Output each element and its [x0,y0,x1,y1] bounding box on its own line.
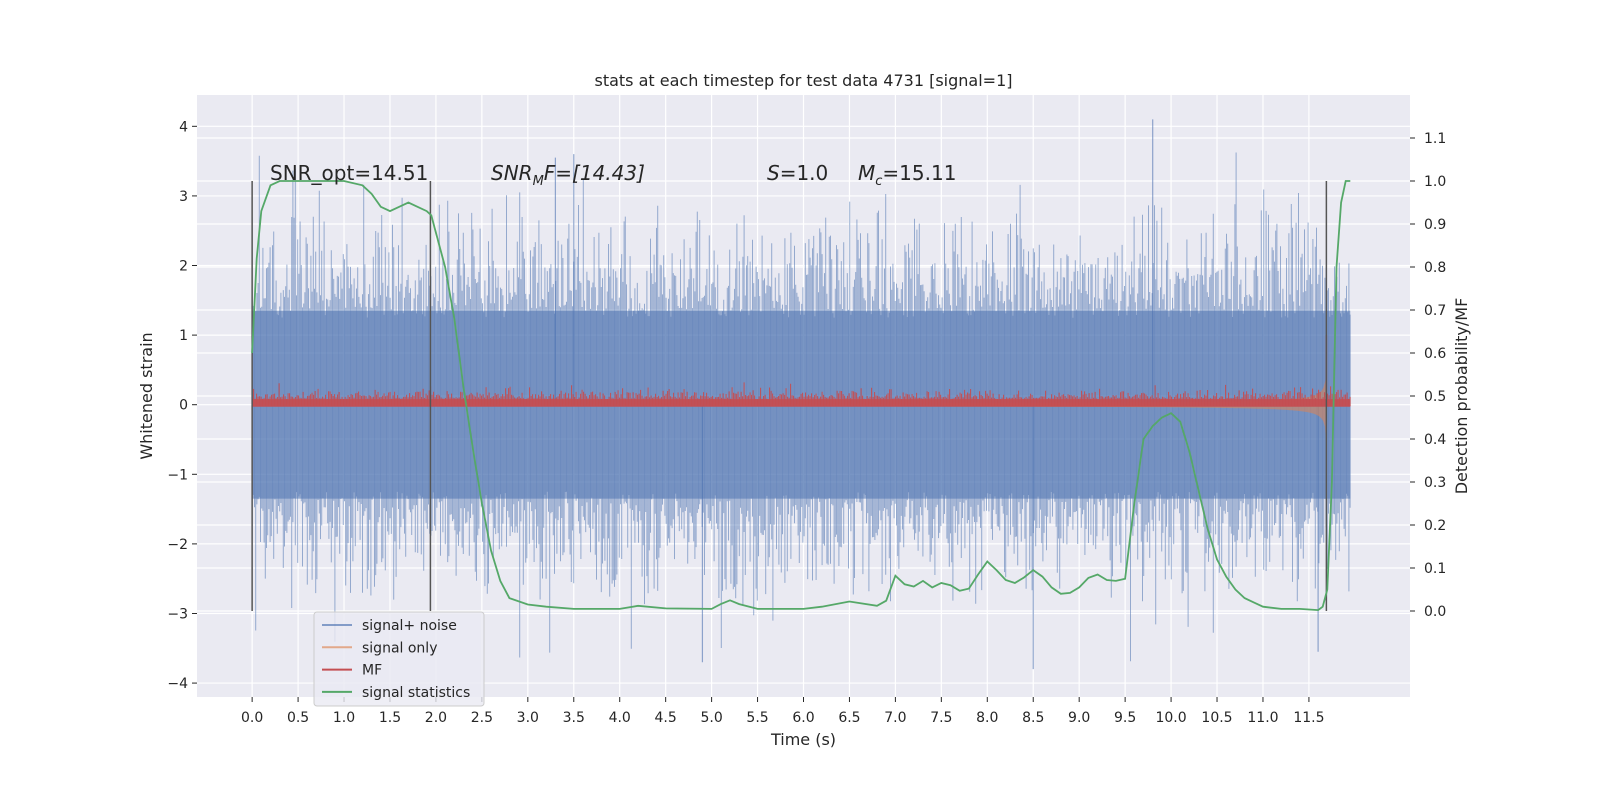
x-axis-ticks: 0.0 0.5 1.0 1.5 2.0 2.5 3.0 3.5 4.0 4.5 5.0 5.5 6.0 6… [241,697,1325,726]
y-right-tick-label: 0.1 [1424,561,1446,577]
x-axis-label: Time (s) [770,730,836,749]
y-tick-label: −3 [167,606,188,622]
y-tick-label: 4 [179,119,188,135]
x-tick-label: 4.5 [655,710,677,726]
y-right-tick-label: 0.8 [1424,260,1446,276]
y-right-tick-label: 1.1 [1424,131,1446,147]
x-tick-label: 6.5 [838,710,860,726]
legend-label: signal+ noise [362,618,457,634]
y-right-tick-label: 0.9 [1424,217,1446,233]
legend: signal+ noise signal only MF signal statist… [313,611,485,707]
y-tick-label: 2 [179,259,188,275]
x-tick-label: 3.0 [517,710,539,726]
x-tick-label: 10.5 [1201,710,1232,726]
y-right-axis-ticks: 0.0 0.1 0.2 0.3 0.4 0.5 0.6 0.7 0.8 0.9 1.0 1.1 [1410,131,1446,620]
x-tick-label: 5.5 [746,710,768,726]
x-tick-label: 8.5 [1022,710,1044,726]
x-tick-label: 9.5 [1114,710,1136,726]
x-tick-label: 10.0 [1155,710,1186,726]
x-tick-label: 2.5 [471,710,493,726]
x-tick-label: 0.0 [241,710,263,726]
legend-label: signal only [362,640,437,656]
annotation-snr-mf-main: SNR [491,161,533,185]
annotation-mc-sub: c [875,174,882,189]
y-tick-label: 1 [179,328,188,344]
x-tick-label: 5.0 [700,710,722,726]
y-right-tick-label: 0.5 [1424,389,1446,405]
annotation-snr-mf: SNRMF=[14.43] [491,161,645,189]
y-tick-label: −4 [167,676,188,692]
x-tick-label: 4.0 [609,710,631,726]
annotation-snr-mf-rest: F=[14.43] [544,161,645,185]
y-axis-ticks: −4 −3 −2 −1 0 1 2 3 4 [167,119,197,692]
legend-label: signal statistics [362,685,470,701]
y-tick-label: 3 [179,189,188,205]
x-tick-label: 1.5 [379,710,401,726]
x-tick-label: 3.5 [563,710,585,726]
chart-title: stats at each timestep for test data 473… [594,71,1012,90]
y-tick-label: 0 [179,398,188,414]
x-tick-label: 0.5 [287,710,309,726]
x-tick-label: 2.0 [425,710,447,726]
y-right-tick-label: 1.0 [1424,174,1446,190]
annotation-s: S=1.0 [767,161,828,185]
y-right-tick-label: 0.6 [1424,346,1446,362]
x-tick-label: 8.0 [976,710,998,726]
y-right-tick-label: 0.4 [1424,432,1446,448]
y-tick-label: −1 [167,467,188,483]
x-tick-label: 9.0 [1068,710,1090,726]
x-tick-label: 11.0 [1247,710,1278,726]
legend-label: MF [362,663,382,679]
vertical-markers [251,181,1328,611]
annotation-s-main: S [767,161,780,185]
annotation-s-rest: =1.0 [780,161,829,185]
y-right-tick-label: 0.7 [1424,303,1446,319]
x-tick-label: 6.0 [792,710,814,726]
y-tick-label: −2 [167,537,188,553]
x-tick-label: 7.5 [930,710,952,726]
annotation-snr-opt: SNR_opt=14.51 [270,161,428,185]
y-right-axis-label: Detection probability/MF [1452,298,1471,495]
x-tick-label: 11.5 [1293,710,1324,726]
annotation-mc-main: M [858,161,875,185]
series-signal-statistics [251,180,1351,612]
annotation-mc: Mc=15.11 [858,161,956,189]
legend-box [313,611,485,707]
statistics-line [251,180,1351,612]
annotation-mc-rest: =15.11 [882,161,956,185]
y-right-tick-label: 0.0 [1424,604,1446,620]
x-tick-label: 1.0 [333,710,355,726]
y-right-tick-label: 0.2 [1424,518,1446,534]
y-axis-label: Whitened strain [137,332,156,459]
annotation-snr-mf-sub: M [533,174,544,189]
y-right-tick-label: 0.3 [1424,475,1446,491]
x-tick-label: 7.0 [884,710,906,726]
